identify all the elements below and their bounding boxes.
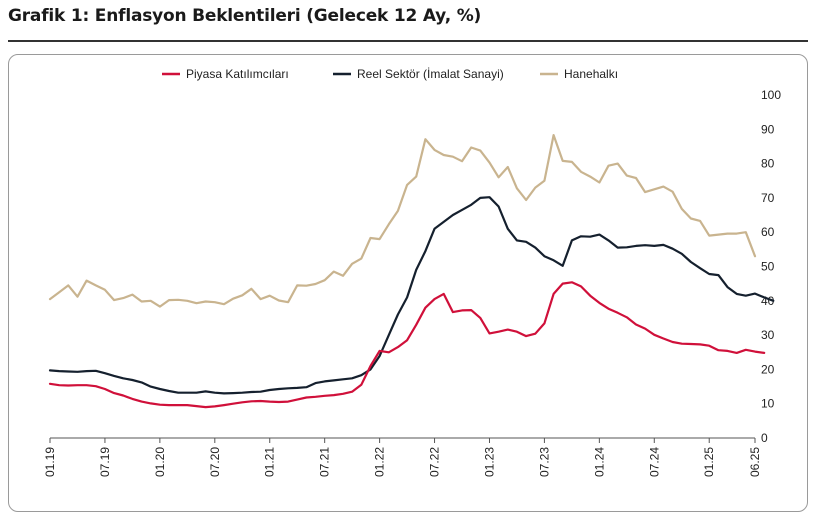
x-tick-label: 06.25	[748, 447, 762, 477]
x-tick-label: 01.19	[43, 447, 57, 477]
legend-label: Piyasa Katılımcıları	[186, 67, 289, 81]
x-tick-label: 07.20	[208, 447, 222, 477]
x-tick-label: 07.22	[428, 447, 442, 477]
series-layer	[48, 134, 775, 409]
x-tick-label: 07.23	[537, 447, 551, 477]
x-tick-label: 01.24	[592, 447, 606, 477]
x-tick-label: 07.24	[647, 447, 661, 477]
legend-label: Reel Sektör (İmalat Sanayi)	[357, 67, 504, 81]
x-tick-label: 01.25	[702, 447, 716, 477]
series-line-0	[48, 281, 766, 409]
x-tick-label: 01.20	[153, 447, 167, 477]
series-line-2	[48, 134, 757, 308]
x-tick-label: 07.21	[318, 447, 332, 477]
x-tick-label: 01.21	[263, 447, 277, 477]
y-tick-label: 60	[761, 225, 775, 239]
title-underline	[8, 40, 808, 42]
legend: Piyasa Katılımcıları Reel Sektör (İmalat …	[162, 67, 618, 81]
y-tick-label: 90	[761, 122, 775, 136]
series-line-1	[48, 196, 775, 395]
y-tick-label: 0	[761, 431, 768, 445]
x-tick-label: 01.22	[373, 447, 387, 477]
y-tick-label: 30	[761, 328, 775, 342]
chart-frame	[8, 54, 808, 512]
legend-label: Hanehalkı	[564, 67, 618, 81]
x-tick-label: 01.23	[482, 447, 496, 477]
y-tick-label: 80	[761, 157, 775, 171]
x-tick-label: 07.19	[98, 447, 112, 477]
chart-title: Grafik 1: Enflasyon Beklentileri (Gelece…	[8, 6, 482, 26]
y-tick-label: 50	[761, 260, 775, 274]
y-tick-label: 20	[761, 362, 775, 376]
y-tick-label: 70	[761, 191, 775, 205]
y-tick-label: 100	[761, 88, 781, 102]
y-tick-label: 10	[761, 397, 775, 411]
